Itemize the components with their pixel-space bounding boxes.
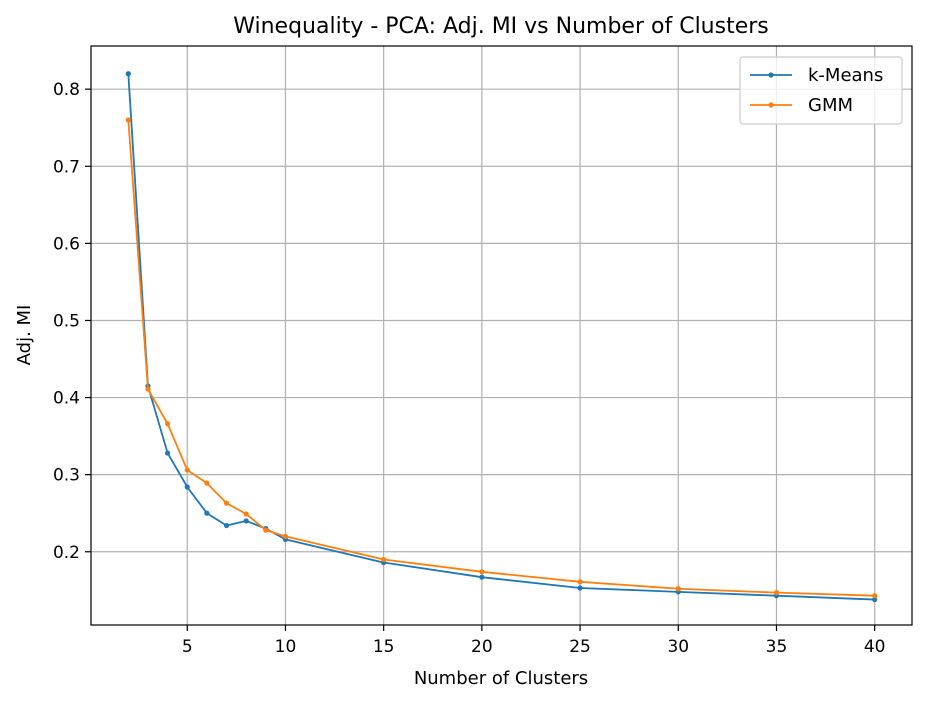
y-tick-label: 0.8	[53, 80, 80, 100]
axis-ticks: 5 10 15 20 25 30 35 40 0.2 0.3 0.4 0.5 0.6 0.7 0.8	[53, 80, 886, 657]
legend: k-Means GMM	[739, 56, 903, 125]
data-point-gmm	[145, 386, 151, 392]
legend-label-gmm: GMM	[808, 95, 853, 116]
data-point-k-means	[125, 71, 131, 77]
y-tick-label: 0.6	[53, 234, 80, 254]
data-point-k-means	[243, 518, 249, 524]
y-tick-label: 0.3	[53, 466, 80, 486]
y-tick-label: 0.2	[53, 543, 80, 563]
x-tick-label: 40	[864, 637, 886, 657]
y-axis-label: Adj. MI	[14, 305, 35, 366]
plot-frame	[90, 45, 913, 626]
legend-box	[739, 56, 903, 125]
data-point-gmm	[204, 480, 210, 486]
data-point-k-means	[184, 484, 190, 490]
x-tick-label: 15	[373, 637, 395, 657]
y-tick-label: 0.4	[53, 389, 80, 409]
data-point-k-means	[165, 450, 171, 456]
data-point-gmm	[165, 421, 171, 427]
x-tick-label: 35	[766, 637, 788, 657]
data-point-gmm	[773, 590, 780, 596]
x-axis-label: Number of Clusters	[414, 668, 588, 689]
data-point-gmm	[125, 117, 131, 123]
data-point-k-means	[223, 522, 230, 529]
legend-marker-k-means	[768, 72, 774, 78]
data-point-gmm	[675, 586, 681, 592]
y-tick-label: 0.5	[53, 311, 80, 331]
x-tick-label: 30	[667, 637, 689, 657]
data-point-gmm	[223, 500, 230, 506]
legend-label-k-means: k-Means	[808, 65, 883, 86]
data-point-gmm	[381, 556, 387, 563]
plot-series	[125, 71, 878, 603]
data-point-gmm	[243, 511, 249, 517]
data-point-k-means	[577, 585, 583, 591]
x-tick-label: 25	[569, 637, 591, 657]
data-point-k-means	[872, 596, 878, 603]
y-tick-label: 0.7	[53, 157, 80, 177]
x-tick-label: 20	[471, 637, 493, 657]
data-point-k-means	[204, 510, 210, 516]
grid	[91, 46, 912, 625]
data-point-gmm	[282, 533, 289, 539]
data-point-gmm	[479, 569, 485, 575]
data-point-gmm	[577, 579, 583, 585]
data-point-k-means	[479, 574, 485, 580]
data-point-gmm	[184, 467, 190, 473]
legend-marker-gmm	[768, 102, 774, 108]
chart-title: Winequality - PCA: Adj. MI vs Number of …	[233, 14, 769, 39]
x-tick-label: 10	[275, 637, 297, 657]
x-tick-label: 5	[182, 637, 193, 657]
data-point-gmm	[872, 593, 878, 599]
data-point-gmm	[263, 527, 269, 533]
